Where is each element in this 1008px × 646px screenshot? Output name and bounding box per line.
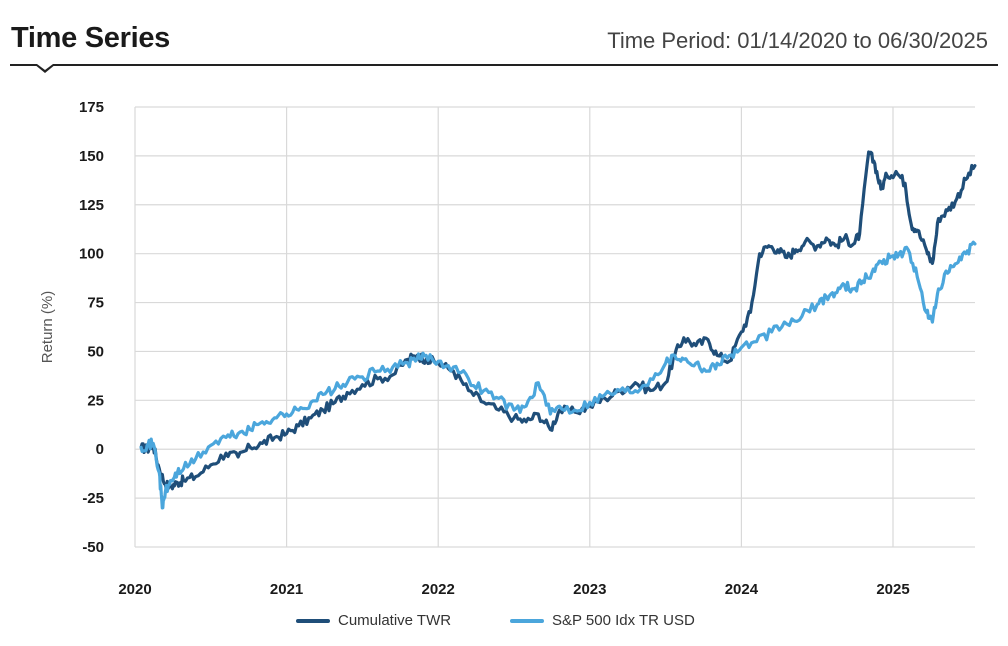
legend-swatch-cumulative-twr <box>296 618 330 623</box>
legend-swatch-sp500 <box>510 618 544 623</box>
legend-label-cumulative-twr: Cumulative TWR <box>338 612 452 629</box>
x-tick-label: 2023 <box>573 581 606 598</box>
legend-item-sp500[interactable]: S&P 500 Idx TR USD <box>510 612 695 629</box>
legend-label-sp500: S&P 500 Idx TR USD <box>552 612 695 629</box>
y-tick-label: 75 <box>87 295 104 312</box>
chart-legend: Cumulative TWR S&P 500 Idx TR USD <box>0 612 1008 636</box>
y-tick-label: 150 <box>79 148 104 165</box>
chart-header: Time Series Time Period: 01/14/2020 to 0… <box>0 0 1008 73</box>
series-line-sp500 <box>139 240 977 510</box>
x-tick-label: 2024 <box>725 581 759 598</box>
x-tick-label: 2020 <box>118 581 151 598</box>
y-tick-label: -25 <box>82 490 104 507</box>
y-tick-label: 100 <box>79 246 104 263</box>
x-tick-label: 2021 <box>270 581 303 598</box>
series-line-cumulative-twr <box>139 150 977 491</box>
y-tick-label: -50 <box>82 539 104 556</box>
header-divider <box>10 64 998 66</box>
time-period-label: Time Period: 01/14/2020 to 06/30/2025 <box>607 28 988 53</box>
y-tick-label: 50 <box>87 343 104 360</box>
legend-item-cumulative-twr[interactable]: Cumulative TWR <box>296 612 451 629</box>
y-tick-label: 175 <box>79 99 104 116</box>
y-tick-label: 0 <box>96 441 104 458</box>
x-tick-label: 2025 <box>876 581 909 598</box>
x-tick-label: 2022 <box>422 581 455 598</box>
y-tick-label: 25 <box>87 392 104 409</box>
page-title: Time Series <box>11 22 170 54</box>
y-axis-label: Return (%) <box>39 291 56 364</box>
y-tick-label: 125 <box>79 197 104 214</box>
